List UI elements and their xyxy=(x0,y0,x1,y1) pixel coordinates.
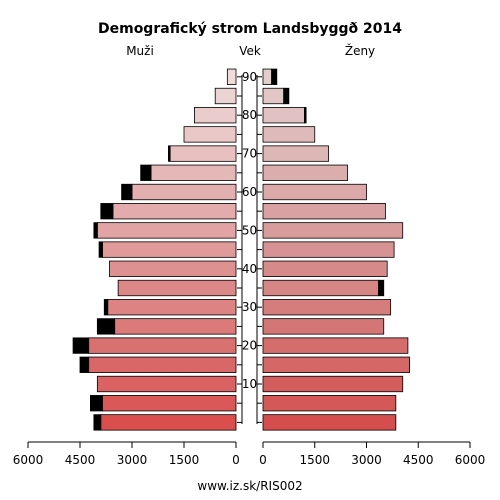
male-bar xyxy=(112,203,237,220)
female-bar xyxy=(262,164,348,181)
male-surplus-bar xyxy=(121,183,133,201)
male-bar xyxy=(117,279,237,297)
female-bar xyxy=(262,126,316,143)
male-surplus-bar xyxy=(140,164,152,181)
x-tick-label: 6000 xyxy=(455,453,486,467)
male-bar xyxy=(88,337,237,354)
male-surplus-bar xyxy=(100,203,114,220)
age-tick-label: 40 xyxy=(242,262,257,276)
male-bar xyxy=(109,260,237,277)
male-bar xyxy=(214,87,237,105)
x-tick-label: 1500 xyxy=(299,453,330,467)
source-label: www.iz.sk/RIS002 xyxy=(197,479,302,493)
age-tick-label: 70 xyxy=(242,147,257,161)
female-label: Ženy xyxy=(345,43,375,58)
male-bar xyxy=(102,395,237,412)
x-tick-label: 3000 xyxy=(117,453,148,467)
female-surplus-bar xyxy=(283,87,290,105)
male-bar xyxy=(169,145,237,162)
male-surplus-bar xyxy=(90,395,103,412)
age-label: Vek xyxy=(239,44,261,58)
female-bar xyxy=(262,337,409,354)
male-surplus-bar xyxy=(93,222,98,239)
male-surplus-bar xyxy=(72,337,90,354)
male-bar xyxy=(193,107,237,124)
male-bar xyxy=(96,375,237,393)
female-bar xyxy=(262,260,388,277)
female-bar xyxy=(262,203,386,220)
female-bar xyxy=(262,279,379,297)
bars-group xyxy=(72,68,411,431)
age-tick-label: 10 xyxy=(242,377,257,391)
male-bar xyxy=(183,126,237,143)
female-bar xyxy=(262,375,404,393)
female-surplus-bar xyxy=(378,279,385,297)
age-tick-label: 20 xyxy=(242,339,257,353)
x-tick-label: 6000 xyxy=(13,453,44,467)
male-bar xyxy=(150,164,237,181)
age-tick-label: 90 xyxy=(242,70,257,84)
male-surplus-bar xyxy=(93,414,102,431)
male-label: Muži xyxy=(126,44,154,58)
age-tick-label: 50 xyxy=(242,223,257,237)
axes-group: 6000 4500 3000 1500 0 0 1500 3000 4500 6000 10 20 30… xyxy=(13,70,486,467)
x-tick-label: 1500 xyxy=(169,453,200,467)
female-bar xyxy=(262,145,329,162)
male-bar xyxy=(107,299,237,316)
male-bar xyxy=(100,414,237,431)
male-bar xyxy=(102,241,237,258)
male-bar xyxy=(114,318,237,335)
male-bar xyxy=(88,356,237,373)
female-bar xyxy=(262,222,404,239)
male-surplus-bar xyxy=(96,318,116,335)
x-tick-label: 3000 xyxy=(351,453,382,467)
female-bar xyxy=(262,183,367,201)
male-surplus-bar xyxy=(167,145,171,162)
female-bar xyxy=(262,68,273,85)
female-bar xyxy=(262,395,397,412)
age-tick-label: 80 xyxy=(242,108,257,122)
age-tick-label: 30 xyxy=(242,300,257,314)
x-tick-label: 0 xyxy=(259,453,267,467)
x-tick-label: 0 xyxy=(232,453,240,467)
female-surplus-bar xyxy=(303,107,307,124)
x-tick-label: 4500 xyxy=(403,453,434,467)
male-surplus-bar xyxy=(79,356,90,373)
female-bar xyxy=(262,87,285,105)
female-bar xyxy=(262,107,305,124)
female-bar xyxy=(262,318,385,335)
x-tick-label: 4500 xyxy=(65,453,96,467)
chart-title: Demografický strom Landsbyggð 2014 xyxy=(98,21,402,37)
male-surplus-bar xyxy=(103,299,109,316)
male-bar xyxy=(131,183,237,201)
female-surplus-bar xyxy=(271,68,278,85)
age-tick-label: 60 xyxy=(242,185,257,199)
female-bar xyxy=(262,356,411,373)
female-bar xyxy=(262,241,395,258)
female-bar xyxy=(262,414,397,431)
female-bar xyxy=(262,299,392,316)
male-bar xyxy=(96,222,237,239)
male-bar xyxy=(226,68,237,85)
male-surplus-bar xyxy=(98,241,103,258)
